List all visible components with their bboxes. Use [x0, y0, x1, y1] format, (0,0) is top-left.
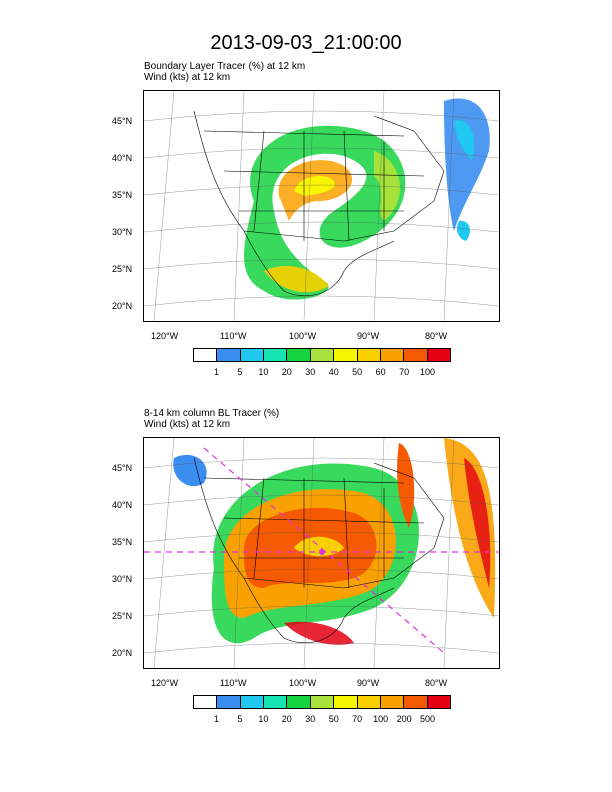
panel2-lat-tick: 35°N [112, 537, 133, 547]
colorbar-swatch [334, 696, 358, 708]
panel2-boundaries [193, 457, 445, 644]
panel1-map-graphic [144, 91, 499, 321]
panel1-map [143, 90, 500, 322]
panel1-lon-tick: 100°W [289, 331, 317, 341]
panel2-lat-tick: 45°N [112, 463, 133, 473]
panel1-lon-tick: 110°W [220, 331, 247, 341]
colorbar-label: 5 [237, 367, 243, 377]
colorbar-label: 40 [328, 367, 339, 377]
colorbar-label: 100 [420, 367, 436, 377]
colorbar-label: 20 [281, 367, 292, 377]
panel1-lat-tick: 35°N [112, 190, 133, 200]
colorbar-label: 100 [373, 714, 389, 724]
colorbar-swatch [310, 349, 335, 361]
colorbar-swatch [404, 349, 428, 361]
panel2-subtitle-line1: 8-14 km column BL Tracer (%) [144, 408, 280, 419]
panel1-lat-tick: 30°N [112, 227, 133, 237]
colorbar-swatch [287, 349, 311, 361]
panel2-lat-tick: 40°N [112, 500, 133, 510]
panel2-lon-tick: 80°W [425, 678, 448, 688]
panel2-colorbar-labels: 1 5 10 20 30 50 70 100 200 500 [193, 714, 451, 726]
panel1-graticule [144, 91, 499, 321]
panel2-crosshair-marker [319, 549, 325, 555]
panel1-lon-tick: 80°W [425, 331, 448, 341]
panel1-lat-tick: 40°N [112, 153, 133, 163]
panel2-lat-tick: 25°N [112, 611, 133, 621]
panel2-colorbar [193, 695, 451, 709]
panel2-map [143, 437, 500, 669]
panel2-lat-tick: 30°N [112, 574, 133, 584]
colorbar-label: 20 [281, 714, 292, 724]
colorbar-label: 5 [237, 714, 243, 724]
panel1-lat-tick: 20°N [112, 301, 133, 311]
colorbar-label: 70 [352, 714, 363, 724]
panel2-graticule [144, 438, 499, 668]
colorbar-label: 30 [305, 714, 316, 724]
colorbar-label: 1 [213, 367, 219, 377]
panel2-lon-tick: 120°W [151, 678, 179, 688]
panel1-colorbar-labels: 1 5 10 20 30 40 50 60 70 100 [193, 367, 451, 379]
colorbar-swatch [380, 696, 405, 708]
colorbar-swatch [194, 696, 218, 708]
panel2-lon-tick: 110°W [220, 678, 247, 688]
colorbar-label: 50 [352, 367, 363, 377]
panel1-lat-tick: 45°N [112, 116, 133, 126]
colorbar-swatch [217, 349, 241, 361]
colorbar-swatch [240, 349, 265, 361]
colorbar-label: 200 [396, 714, 412, 724]
colorbar-swatch [310, 696, 335, 708]
colorbar-swatch [380, 349, 405, 361]
colorbar-label: 50 [328, 714, 339, 724]
colorbar-label: 1 [213, 714, 219, 724]
panel1-lon-tick: 90°W [357, 331, 380, 341]
colorbar-label: 30 [305, 367, 316, 377]
colorbar-label: 500 [420, 714, 436, 724]
colorbar-swatch [404, 696, 428, 708]
panel2-tracer-field [173, 438, 496, 645]
panel1-subtitle-line1: Boundary Layer Tracer (%) at 12 km [144, 61, 306, 72]
panel2-lon-tick: 90°W [357, 678, 380, 688]
panel2-map-graphic [144, 438, 499, 668]
figure-title: 2013-09-03_21:00:00 [210, 32, 402, 54]
colorbar-swatch [427, 696, 450, 708]
colorbar-label: 10 [258, 367, 269, 377]
colorbar-swatch [357, 696, 381, 708]
colorbar-swatch [264, 349, 288, 361]
colorbar-swatch [264, 696, 288, 708]
colorbar-swatch [357, 349, 381, 361]
colorbar-swatch [427, 349, 450, 361]
panel1-subtitle-line2: Wind (kts) at 12 km [144, 72, 231, 83]
colorbar-label: 10 [258, 714, 269, 724]
colorbar-swatch [287, 696, 311, 708]
panel1-boundaries [193, 110, 445, 297]
panel1-lon-tick: 120°W [151, 331, 179, 341]
colorbar-swatch [217, 696, 241, 708]
colorbar-swatch [194, 349, 218, 361]
panel2-subtitle-line2: Wind (kts) at 12 km [144, 419, 231, 430]
panel1-lat-tick: 25°N [112, 264, 133, 274]
colorbar-label: 70 [399, 367, 410, 377]
panel1-colorbar [193, 348, 451, 362]
panel2-lon-tick: 100°W [289, 678, 317, 688]
colorbar-swatch [334, 349, 358, 361]
colorbar-swatch [240, 696, 265, 708]
colorbar-label: 60 [375, 367, 386, 377]
panel1-tracer-field [244, 98, 490, 300]
panel2-lat-tick: 20°N [112, 648, 133, 658]
